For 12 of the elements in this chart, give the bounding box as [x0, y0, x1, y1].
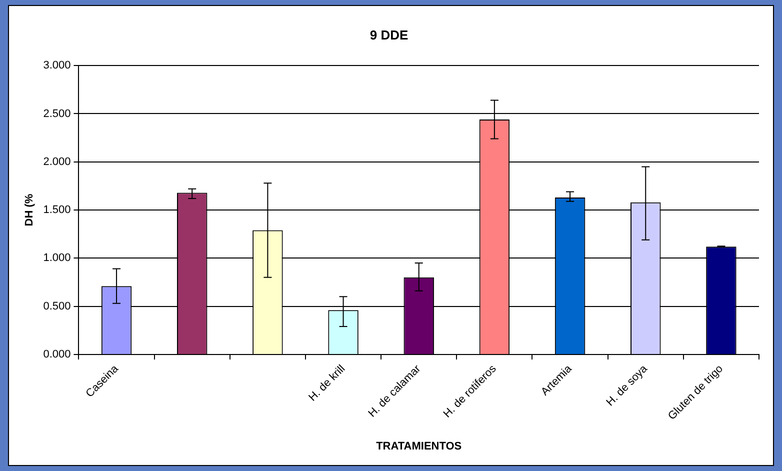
y-axis-title: DH (%	[24, 194, 36, 226]
y-tick-label: 2.000	[43, 156, 71, 168]
x-tick-label: H. de soya	[604, 362, 650, 409]
y-tick-label: 1.000	[43, 252, 71, 264]
y-tick-label: 0.000	[43, 348, 71, 360]
y-tick-label: 2.500	[43, 108, 71, 120]
y-tick-label: 1.500	[43, 204, 71, 216]
chart-title: 9 DDE	[370, 27, 408, 42]
x-axis-title: TRATAMIENTOS	[376, 440, 462, 452]
x-tick-label: H. de krill	[306, 362, 348, 404]
y-tick-label: 0.500	[43, 300, 71, 312]
y-tick-label: 3.000	[43, 60, 71, 72]
